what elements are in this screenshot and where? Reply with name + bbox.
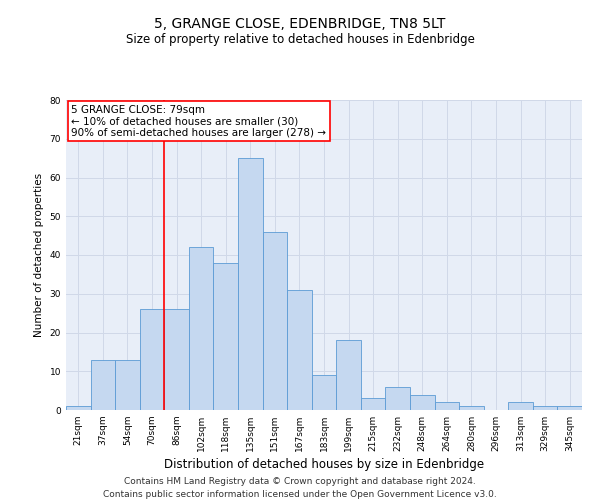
Bar — [66, 406, 91, 410]
Bar — [238, 158, 263, 410]
X-axis label: Distribution of detached houses by size in Edenbridge: Distribution of detached houses by size … — [164, 458, 484, 471]
Bar — [164, 309, 189, 410]
Bar — [557, 406, 582, 410]
Bar — [533, 406, 557, 410]
Text: 5 GRANGE CLOSE: 79sqm
← 10% of detached houses are smaller (30)
90% of semi-deta: 5 GRANGE CLOSE: 79sqm ← 10% of detached … — [71, 104, 326, 138]
Bar — [410, 394, 434, 410]
Y-axis label: Number of detached properties: Number of detached properties — [34, 173, 44, 337]
Bar — [312, 375, 336, 410]
Bar — [287, 290, 312, 410]
Bar — [115, 360, 140, 410]
Bar — [140, 309, 164, 410]
Bar — [434, 402, 459, 410]
Bar — [189, 247, 214, 410]
Bar — [336, 340, 361, 410]
Text: Size of property relative to detached houses in Edenbridge: Size of property relative to detached ho… — [125, 32, 475, 46]
Bar — [361, 398, 385, 410]
Bar — [508, 402, 533, 410]
Bar — [385, 387, 410, 410]
Text: 5, GRANGE CLOSE, EDENBRIDGE, TN8 5LT: 5, GRANGE CLOSE, EDENBRIDGE, TN8 5LT — [154, 18, 446, 32]
Text: Contains public sector information licensed under the Open Government Licence v3: Contains public sector information licen… — [103, 490, 497, 499]
Bar — [91, 360, 115, 410]
Bar — [263, 232, 287, 410]
Text: Contains HM Land Registry data © Crown copyright and database right 2024.: Contains HM Land Registry data © Crown c… — [124, 478, 476, 486]
Bar — [214, 263, 238, 410]
Bar — [459, 406, 484, 410]
